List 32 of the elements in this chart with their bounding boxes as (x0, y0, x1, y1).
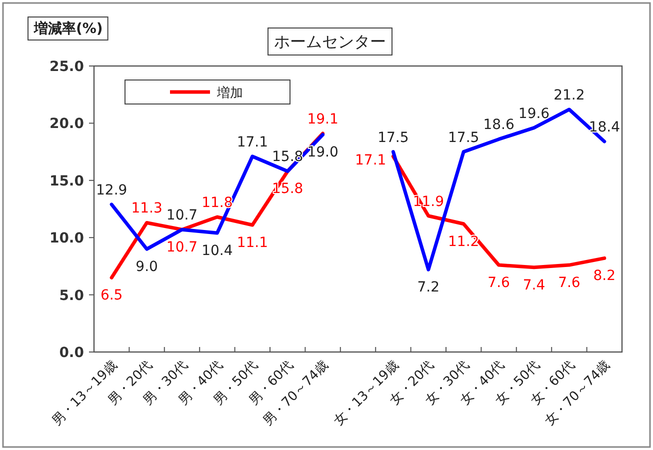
data-label: 7.2 (417, 280, 440, 296)
data-label: 17.5 (378, 130, 409, 146)
data-label: 7.4 (522, 277, 546, 294)
data-label: 17.5 (448, 130, 480, 146)
data-label: 18.4 (588, 120, 620, 136)
data-label: 12.9 (96, 182, 128, 198)
data-label: 19.1 (307, 111, 338, 128)
data-label: 6.5 (100, 288, 123, 304)
data-label: 10.7 (166, 240, 198, 256)
data-label: 7.6 (558, 275, 580, 292)
data-label: 21.2 (554, 87, 585, 104)
data-label: 8.2 (593, 268, 616, 284)
data-label: 11.3 (131, 200, 162, 217)
data-label: 11.1 (236, 235, 268, 252)
data-label: 7.6 (488, 275, 510, 292)
y-tick-label: 10.0 (49, 230, 84, 247)
legend-label: 増加 (216, 85, 243, 101)
data-label: 10.7 (166, 208, 198, 224)
y-tick-label: 5.0 (59, 288, 84, 304)
y-tick-label: 25.0 (49, 59, 84, 75)
data-label: 19.0 (307, 144, 338, 161)
chart-title: ホームセンター (274, 32, 386, 51)
data-label: 17.1 (355, 152, 386, 168)
y-tick-label: 0.0 (59, 345, 84, 361)
data-label: 9.0 (136, 259, 158, 276)
data-label: 10.4 (202, 243, 233, 260)
y-tick-label: 20.0 (49, 116, 84, 132)
data-label: 18.6 (483, 117, 514, 134)
data-label: 19.6 (518, 106, 550, 122)
y-axis-title: 増減率(%) (33, 20, 103, 37)
y-tick-label: 15.0 (49, 173, 84, 190)
data-label: 17.1 (236, 134, 268, 150)
